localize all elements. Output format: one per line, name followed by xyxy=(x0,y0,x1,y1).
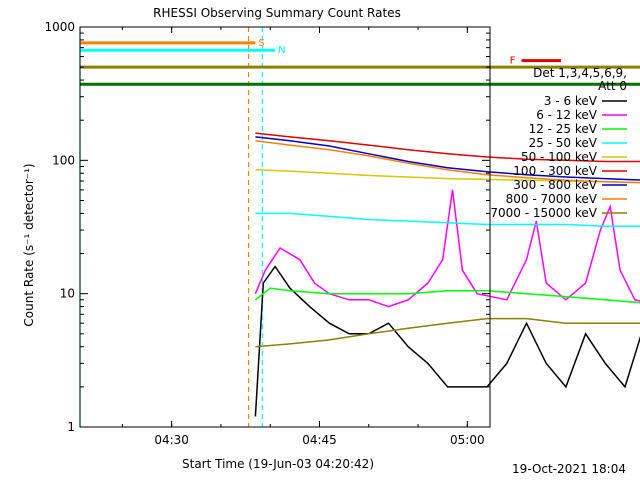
series-line xyxy=(255,212,640,228)
x-tick-label: 04:45 xyxy=(302,433,337,447)
series-line xyxy=(255,132,640,163)
series-line xyxy=(255,140,640,184)
series-line xyxy=(255,168,640,184)
x-tick-label: 05:00 xyxy=(450,433,485,447)
chart-title: RHESSI Observing Summary Count Rates xyxy=(153,6,401,20)
flag-label: N xyxy=(278,45,285,56)
legend-label: 12 - 25 keV xyxy=(529,122,598,136)
y-tick-label: 1000 xyxy=(44,20,75,34)
legend-label: 800 - 7000 keV xyxy=(506,192,598,206)
axes: 04:30 04:45 05:00 1 10 100 1000 xyxy=(44,20,490,447)
series-line xyxy=(255,136,640,181)
y-axis-label: Count Rate (s⁻¹ detector⁻¹) xyxy=(22,163,36,326)
flag-label: F xyxy=(510,56,516,67)
legend-title: Det 1,3,4,5,6,9, xyxy=(533,66,627,80)
series-line xyxy=(254,189,640,308)
y-tick-label: 100 xyxy=(52,153,75,167)
plot-area: SNNFFFD1FD2RD0RD4 xyxy=(79,27,640,427)
legend-label: 7000 - 15000 keV xyxy=(490,206,597,220)
series-line xyxy=(254,287,640,304)
series-line xyxy=(255,317,640,348)
legend-label: 25 - 50 keV xyxy=(529,136,598,150)
y-tick-label: 10 xyxy=(60,287,75,301)
legend-label: 3 - 6 keV xyxy=(544,94,598,108)
legend-label: 300 - 800 keV xyxy=(513,178,597,192)
legend-label: 100 - 300 keV xyxy=(513,164,597,178)
x-tick-label: 04:30 xyxy=(154,433,189,447)
plot-frame xyxy=(79,26,491,428)
legend-label: 50 - 100 keV xyxy=(521,150,598,164)
x-axis-label: Start Time (19-Jun-03 04:20:42) xyxy=(182,457,374,471)
timestamp: 19-Oct-2021 18:04 xyxy=(512,462,626,476)
flag-label: S xyxy=(258,38,264,49)
y-tick-label: 1 xyxy=(67,420,75,434)
series-line xyxy=(254,265,640,417)
legend-label: 6 - 12 keV xyxy=(536,108,598,122)
legend-title: Att 0 xyxy=(598,79,627,93)
